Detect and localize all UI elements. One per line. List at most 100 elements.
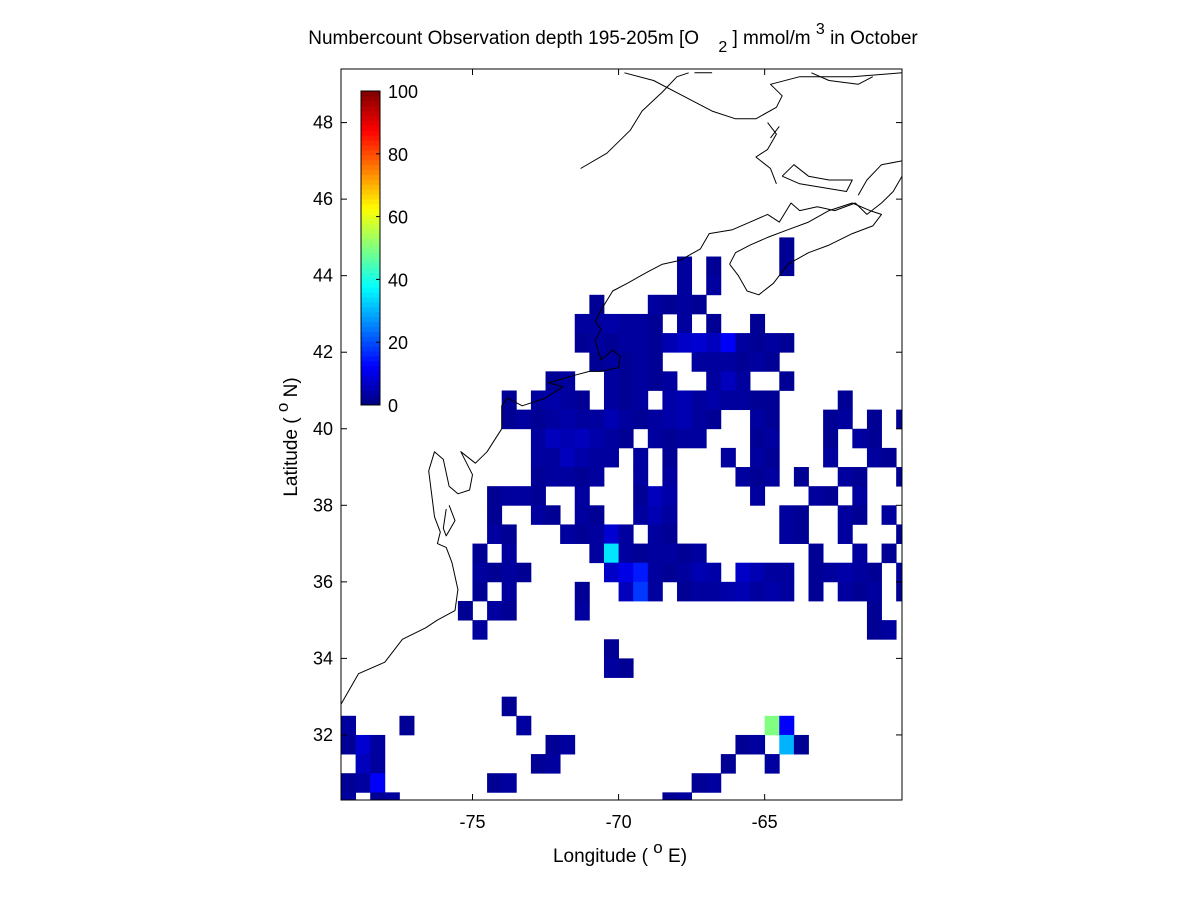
heatmap-cell [501,562,517,583]
heatmap-cell [618,352,634,372]
heatmap-cell [881,620,897,640]
heatmap-cell [603,352,619,372]
heatmap-cell [589,333,605,353]
heatmap-cell [603,639,619,659]
heatmap-cell [735,352,751,372]
heatmap-cell [779,333,795,353]
heatmap-cell [457,600,473,621]
heatmap-cell [793,734,809,755]
plot-frame [340,68,903,801]
colorbar-strip [361,395,380,401]
heatmap-cell [823,447,839,468]
heatmap-cell [750,313,766,334]
colorbar-strip [361,321,380,327]
coastline [729,202,882,296]
heatmap-cell [603,562,619,583]
colorbar-strip [361,252,380,259]
y-tick-label: 32 [313,725,333,745]
heatmap-cell [779,237,795,257]
heatmap-cell [633,581,649,602]
heatmap-cell [574,409,590,430]
heatmap-cell [589,294,605,315]
heatmap-cell [647,562,663,583]
heatmap-cell [545,428,561,449]
heatmap-cell [852,562,868,583]
heatmap-cell [647,524,663,544]
heatmap-cell [706,562,722,583]
heatmap-cell [603,543,619,564]
heatmap-cell [881,505,897,525]
colorbar-strip [361,164,380,170]
heatmap-cell [603,409,619,430]
colorbar-strip [361,149,380,156]
colorbar-strip [361,223,380,229]
colorbar-strip [361,169,380,175]
heatmap-cell [677,294,693,315]
heatmap-cell [677,313,693,334]
colorbar-strip [361,238,380,244]
heatmap-cell [677,428,693,449]
heatmap-cell [750,734,766,755]
heatmap-cell [779,581,795,602]
chart-title-subscript: 2 [718,39,727,56]
colorbar-strip [361,292,380,298]
heatmap-cell [560,524,576,544]
colorbar-strip [361,233,380,239]
heatmap-cell [852,486,868,506]
heatmap-cell [618,524,634,544]
heatmap-cell [603,428,619,449]
heatmap-cell [399,715,415,736]
heatmap-cell [837,562,853,583]
heatmap-cell [764,428,780,449]
heatmap-cell [808,562,824,583]
heatmap-cell [764,409,780,430]
heatmap-cell [355,734,371,755]
heatmap-cell [750,447,766,468]
heatmap-cell [837,505,853,525]
heatmap-cell [779,505,795,525]
heatmap-cell [633,352,649,372]
heatmap-cell [691,562,707,583]
heatmap-cell [487,773,503,793]
heatmap-cell [633,562,649,583]
coastline [857,160,902,196]
heatmap-cell [501,390,517,411]
colorbar-tick-label: 40 [388,270,408,290]
chart-title-main: Numbercount Observation depth 195-205m [… [308,28,699,49]
y-tick-label: 46 [313,189,333,209]
colorbar-strip [361,115,380,121]
heatmap-cell [355,773,371,793]
chart-title-tail: in October [830,28,918,49]
heatmap-cell [530,754,546,774]
heatmap-cell [866,581,882,602]
heatmap-cell [735,333,751,353]
heatmap-cell [662,428,678,449]
heatmap-cell [603,371,619,391]
y-tick-label: 40 [313,419,333,439]
heatmap-cell [647,313,663,334]
plot-area: -75 -70 -65 32 34 36 38 40 42 44 46 48 [313,68,903,832]
heatmap-cell [706,581,722,602]
heatmap-cell [691,581,707,602]
coastline [580,72,689,169]
heatmap-cell [677,792,693,800]
colorbar-tick-label: 60 [388,208,408,228]
heatmap-cell [896,581,902,602]
heatmap-cell [603,447,619,468]
heatmap-cell [618,562,634,583]
heatmap-cell [589,543,605,564]
heatmap-cell [472,543,488,564]
heatmap-cell [706,371,722,391]
colorbar-strip [361,341,380,347]
heatmap-cell [618,313,634,334]
colorbar-strip [361,267,380,274]
heatmap-cell [501,773,517,793]
heatmap-cell [341,734,357,755]
y-tick-label: 36 [313,572,333,592]
heatmap-cell [647,409,663,430]
colorbar-strip [361,95,380,102]
x-tick-label: -65 [752,812,778,832]
colorbar-strip [361,336,380,342]
heatmap-cell [662,409,678,430]
